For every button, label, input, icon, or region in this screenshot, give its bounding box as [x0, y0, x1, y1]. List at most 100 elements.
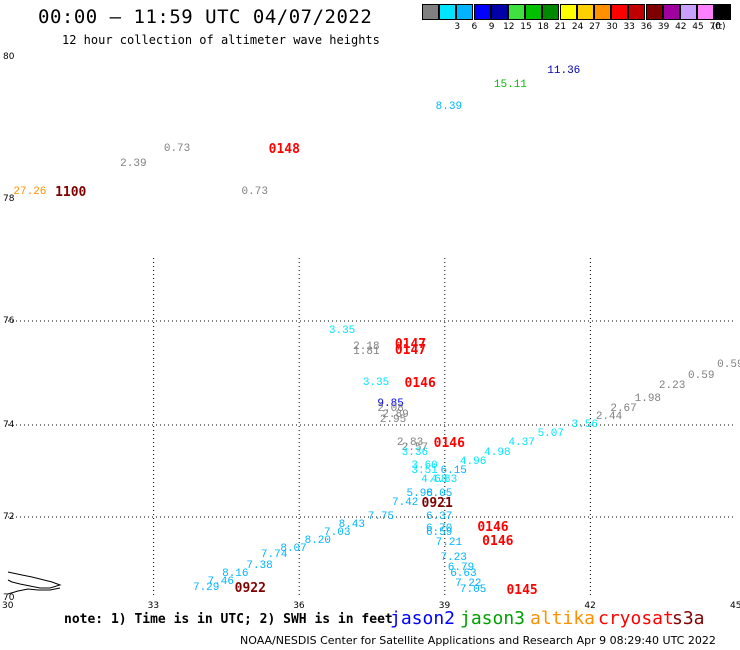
wave-height-value: 7.05	[459, 583, 487, 596]
wave-height-value: 7.22	[455, 577, 482, 590]
wave-height-value: 2.67	[610, 403, 637, 416]
wave-height-value: 0.59	[688, 369, 715, 382]
scale-swatch	[525, 4, 543, 20]
scale-swatch	[662, 4, 680, 20]
satellite-altika: altika	[530, 608, 596, 629]
wave-height-value: 2.23	[658, 380, 686, 392]
scale-label: 24	[571, 22, 584, 32]
wave-height-value: 1.81	[353, 346, 380, 359]
scale-label: 3	[454, 22, 461, 32]
latitude-label: 74	[3, 420, 15, 430]
scale-label: 27	[589, 22, 601, 32]
wave-height-value: 9.85	[377, 398, 404, 411]
wave-height-value: 2.89	[382, 408, 409, 421]
scale-label: 36	[640, 22, 653, 32]
longitude-label: 30	[2, 601, 14, 611]
scale-swatch	[645, 4, 663, 20]
scale-label: 12	[503, 22, 515, 32]
scale-swatch	[680, 4, 697, 20]
wave-height-value: 3.36	[401, 446, 429, 459]
longitude-label: 36	[293, 601, 305, 611]
wave-height-value: 7.23	[440, 551, 467, 564]
wave-height-value: 3.60	[411, 460, 438, 473]
map-subtitle: 12 hour collection of altimeter wave hei…	[62, 33, 380, 47]
scale-unit: (ft)	[712, 22, 726, 32]
scale-swatch	[697, 4, 715, 20]
scale-label: 6	[471, 22, 478, 32]
map-title: 00:00 – 11:59 UTC 04/07/2022	[38, 6, 373, 28]
scale-swatch	[611, 4, 629, 20]
wave-height-value: 4.83	[430, 474, 458, 487]
wave-height-value: 2.44	[595, 411, 623, 424]
longitude-label: 33	[147, 601, 160, 611]
pass-time-label: 0922	[234, 580, 266, 596]
wave-height-value: 3.35	[362, 377, 390, 390]
wave-height-value: 8.43	[338, 519, 365, 532]
note-text: note: 1) Time is in UTC; 2) SWH is in fe…	[64, 612, 393, 627]
pass-time-label: 0147	[394, 342, 427, 358]
wave-height-value: 6.05	[425, 488, 453, 500]
scale-swatch	[456, 4, 474, 20]
latitude-label: 80	[3, 52, 15, 62]
wave-height-value: 0.73	[241, 185, 268, 198]
wave-height-value: 6.37	[425, 511, 453, 523]
pass-time-label: 0148	[268, 142, 300, 158]
scale-swatch	[490, 4, 508, 20]
longitude-label: 45	[730, 601, 740, 611]
pass-time-label: 0147	[394, 337, 427, 353]
pass-time-label: 0145	[506, 582, 538, 598]
wave-height-value: 27.26	[13, 185, 47, 198]
longitude-label: 39	[438, 601, 451, 611]
wave-height-value: 5.98	[406, 488, 433, 500]
wave-height-value: 3.51	[411, 465, 438, 477]
wave-height-value: 2.57	[401, 442, 429, 454]
wave-height-value: 3.35	[328, 325, 356, 338]
scale-label: 9	[488, 22, 495, 32]
latitude-label: 78	[3, 194, 15, 204]
scale-label: 33	[623, 22, 635, 32]
wave-height-value: 2.83	[396, 437, 424, 450]
scale-label: 70	[709, 22, 721, 32]
scale-swatch	[508, 4, 525, 20]
pass-time-label: 0146	[433, 436, 465, 452]
scale-swatch	[439, 4, 457, 20]
wave-height-value: 7.21	[435, 537, 463, 550]
wave-height-value: 7.75	[367, 511, 395, 523]
wave-height-value: 4.37	[508, 437, 535, 450]
wave-height-value: 0.73	[163, 143, 191, 156]
wave-height-value: 11.36	[547, 65, 581, 78]
pass-time-label: 0146	[477, 520, 509, 536]
pass-time-label: 1100	[55, 184, 87, 200]
scale-label: 21	[554, 22, 567, 32]
pass-time-label: 0146	[404, 376, 436, 392]
satellite-jason3: jason3	[460, 608, 526, 629]
latitude-label: 76	[3, 316, 15, 326]
wave-height-value: 15.11	[493, 79, 527, 92]
wave-height-value: 4.98	[484, 446, 511, 459]
scale-label: 42	[675, 22, 687, 32]
scale-swatch	[559, 4, 577, 20]
wave-height-value: 2.95	[379, 413, 407, 426]
wave-height-value: 4.96	[459, 455, 487, 468]
wave-height-value: 3.56	[571, 419, 598, 431]
wave-height-value: 6.70	[425, 523, 453, 536]
scale-label: 15	[520, 22, 532, 32]
wave-height-value: 7.38	[246, 559, 273, 572]
scale-swatch	[473, 4, 491, 20]
wave-height-value: 0.59	[717, 359, 740, 372]
wave-height-value: 7.42	[391, 497, 419, 510]
pass-time-label: 0921	[421, 496, 453, 512]
pass-time-label: 0146	[482, 534, 514, 550]
scale-label: 18	[537, 22, 549, 32]
wave-height-value: 8.20	[304, 535, 332, 548]
wave-height-value: 8.16	[222, 567, 249, 580]
wave-height-value: 2.18	[353, 341, 380, 353]
credit-line: NOAA/NESDIS Center for Satellite Applica…	[240, 634, 716, 647]
wave-height-value: 8.39	[435, 100, 463, 113]
wave-height-value: 2.08	[377, 403, 404, 416]
coastline	[7, 571, 62, 595]
wave-height-value: 7.74	[260, 549, 288, 562]
scale-label: 30	[606, 22, 618, 32]
scale-swatch	[422, 4, 439, 20]
